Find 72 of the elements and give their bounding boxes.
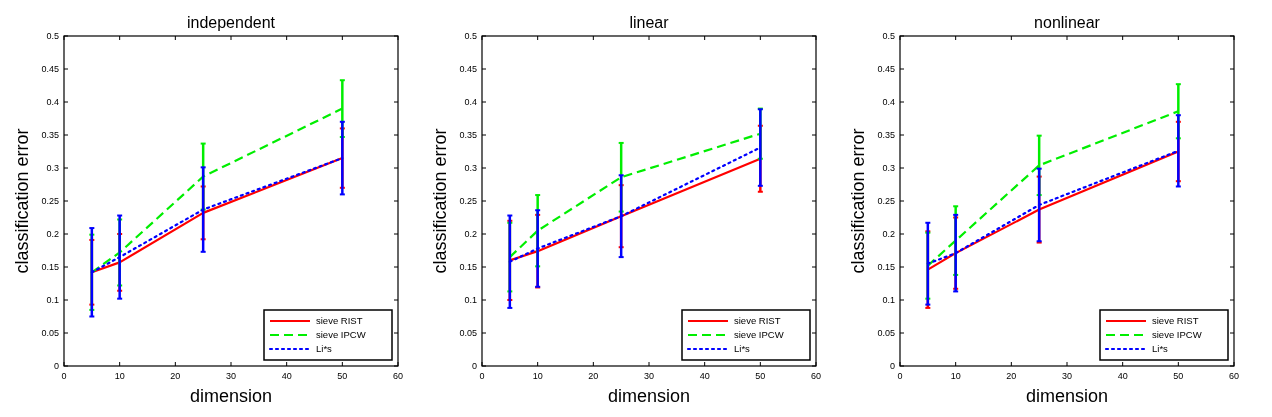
legend-label: sieve IPCW (316, 329, 366, 341)
chart-title: linear (629, 14, 670, 31)
x-tick-label: 10 (532, 371, 543, 381)
x-tick-label: 30 (225, 371, 237, 381)
x-tick-label: 0 (479, 371, 485, 381)
x-tick-label: 20 (170, 371, 181, 381)
x-tick-label: 0 (897, 371, 903, 381)
y-tick-label: 0.2 (882, 228, 895, 239)
y-tick-label: 0.15 (459, 261, 477, 272)
x-axis-title: dimension (607, 386, 691, 406)
x-tick-label: 40 (281, 371, 292, 381)
legend-label: sieve IPCW (734, 329, 784, 341)
y-axis-title: classification error (430, 128, 450, 274)
x-tick-label: 40 (1117, 371, 1128, 381)
x-tick-label: 60 (392, 371, 404, 381)
y-tick-label: 0.45 (41, 63, 59, 74)
x-tick-label: 30 (643, 371, 655, 381)
y-tick-label: 0.35 (877, 129, 895, 140)
y-tick-label: 0.35 (459, 129, 477, 140)
y-tick-label: 0.3 (882, 162, 895, 173)
x-tick-label: 60 (810, 371, 822, 381)
legend-label: Li*s (316, 343, 333, 355)
y-tick-label: 0.25 (41, 195, 59, 206)
y-tick-label: 0 (471, 360, 477, 371)
legend-label: Li*s (1152, 343, 1169, 355)
chart-title: nonlinear (1034, 14, 1101, 31)
x-axis-title: dimension (189, 386, 273, 406)
y-tick-label: 0.15 (41, 261, 59, 272)
y-tick-label: 0.1 (46, 294, 59, 305)
x-tick-label: 20 (588, 371, 599, 381)
y-tick-label: 0.2 (464, 228, 477, 239)
x-tick-label: 10 (114, 371, 125, 381)
y-tick-label: 0 (889, 360, 895, 371)
y-tick-label: 0.2 (46, 228, 59, 239)
y-tick-label: 0.45 (459, 63, 477, 74)
x-tick-label: 50 (755, 371, 766, 381)
y-axis-title: classification error (12, 128, 32, 274)
y-tick-label: 0.5 (464, 30, 477, 41)
x-axis-title: dimension (1025, 386, 1109, 406)
y-tick-label: 0.35 (41, 129, 59, 140)
x-tick-label: 60 (1228, 371, 1240, 381)
y-tick-label: 0.5 (46, 30, 59, 41)
y-tick-label: 0.25 (459, 195, 477, 206)
y-tick-label: 0.45 (877, 63, 895, 74)
x-tick-label: 20 (1006, 371, 1017, 381)
y-tick-label: 0.15 (877, 261, 895, 272)
chart-title: independent (186, 14, 276, 31)
y-tick-label: 0.1 (882, 294, 895, 305)
y-tick-label: 0.1 (464, 294, 477, 305)
legend-label: sieve RIST (1152, 315, 1199, 327)
y-tick-label: 0.3 (464, 162, 477, 173)
y-tick-label: 0.25 (877, 195, 895, 206)
y-tick-label: 0.4 (882, 96, 895, 107)
legend-label: sieve IPCW (1152, 329, 1202, 341)
y-tick-label: 0.05 (41, 327, 59, 338)
y-axis-title: classification error (848, 128, 868, 274)
legend-label: sieve RIST (316, 315, 363, 327)
x-tick-label: 30 (1061, 371, 1073, 381)
y-tick-label: 0.05 (877, 327, 895, 338)
y-tick-label: 0.5 (882, 30, 895, 41)
legend-label: sieve RIST (734, 315, 781, 327)
y-tick-label: 0 (53, 360, 59, 371)
x-tick-label: 10 (950, 371, 961, 381)
x-tick-label: 0 (61, 371, 67, 381)
y-tick-label: 0.4 (46, 96, 59, 107)
y-tick-label: 0.05 (459, 327, 477, 338)
legend-label: Li*s (734, 343, 751, 355)
y-tick-label: 0.4 (464, 96, 477, 107)
x-tick-label: 50 (337, 371, 348, 381)
x-tick-label: 50 (1173, 371, 1184, 381)
x-tick-label: 40 (699, 371, 710, 381)
y-tick-label: 0.3 (46, 162, 59, 173)
